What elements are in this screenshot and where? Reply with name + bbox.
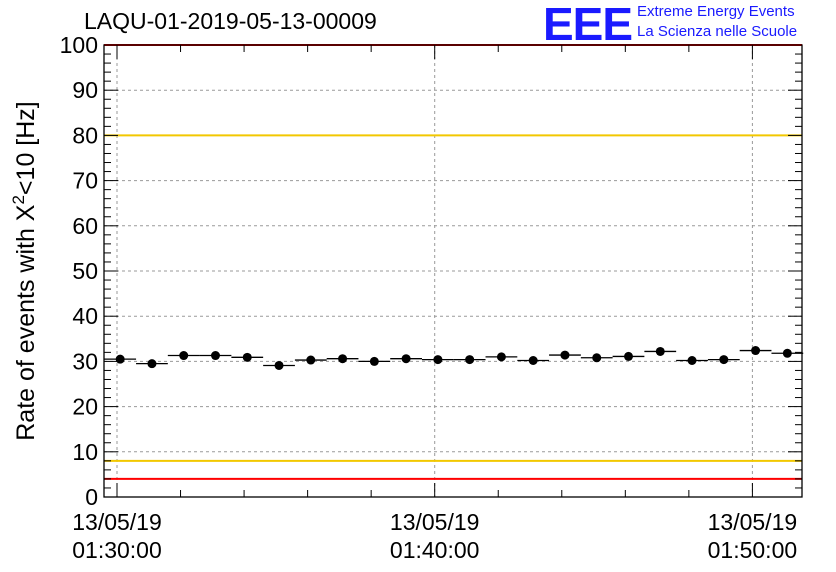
y-tick-label: 10 bbox=[72, 439, 98, 465]
y-tick-label: 90 bbox=[72, 77, 98, 103]
x-tick-label-date: 13/05/19 bbox=[390, 509, 480, 535]
y-tick-label: 60 bbox=[72, 213, 98, 239]
data-point bbox=[274, 360, 284, 370]
data-point bbox=[655, 346, 665, 356]
x-tick-label-date: 13/05/19 bbox=[708, 509, 798, 535]
data-point bbox=[751, 346, 761, 356]
data-point bbox=[560, 350, 570, 360]
x-tick-label-date: 13/05/19 bbox=[72, 509, 162, 535]
x-tick-label-time: 01:50:00 bbox=[708, 537, 798, 563]
y-tick-label: 70 bbox=[72, 168, 98, 194]
y-tick-label: 50 bbox=[72, 258, 98, 284]
data-point bbox=[496, 352, 506, 362]
x-tick-label-time: 01:30:00 bbox=[72, 537, 162, 563]
data-point bbox=[338, 354, 348, 364]
data-point bbox=[465, 355, 475, 365]
logo-subtitle-line2: La Scienza nelle Scuole bbox=[637, 23, 798, 40]
data-point bbox=[623, 351, 633, 361]
data-point bbox=[210, 351, 220, 361]
data-point bbox=[242, 352, 252, 362]
x-tick-label-time: 01:40:00 bbox=[390, 537, 480, 563]
y-tick-label: 100 bbox=[60, 32, 98, 58]
data-point bbox=[528, 355, 538, 365]
data-point bbox=[719, 355, 729, 365]
logo-subtitle-line1: Extreme Energy Events bbox=[637, 3, 795, 20]
data-point bbox=[179, 351, 189, 361]
y-tick-label: 0 bbox=[85, 484, 98, 510]
y-tick-label: 40 bbox=[72, 303, 98, 329]
data-point bbox=[306, 355, 316, 365]
eee-logo: EEE bbox=[543, 0, 633, 50]
y-tick-label: 80 bbox=[72, 122, 98, 148]
data-point bbox=[433, 355, 443, 365]
y-tick-label: 30 bbox=[72, 348, 98, 374]
data-point bbox=[592, 353, 602, 363]
data-point bbox=[369, 356, 379, 366]
data-point bbox=[147, 359, 157, 369]
y-tick-label: 20 bbox=[72, 394, 98, 420]
run-title: LAQU-01-2019-05-13-00009 bbox=[84, 8, 377, 34]
data-point bbox=[115, 354, 125, 364]
data-point bbox=[401, 354, 411, 364]
data-point bbox=[782, 348, 792, 358]
data-point bbox=[687, 355, 697, 365]
y-axis-label: Rate of events with X2<10 [Hz] bbox=[9, 101, 40, 441]
